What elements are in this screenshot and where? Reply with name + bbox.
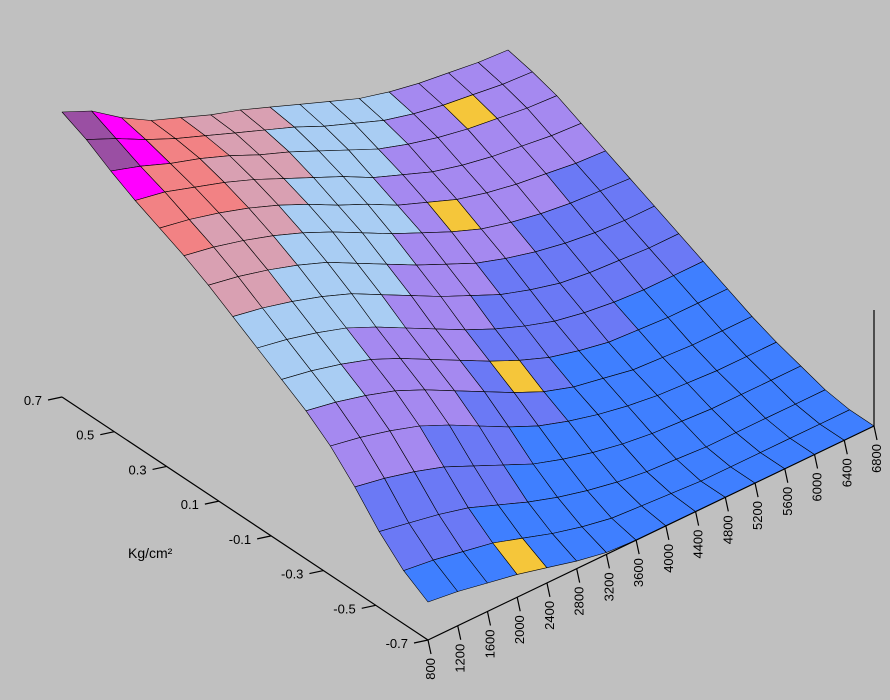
z-tick-mark bbox=[361, 604, 376, 609]
x-tick-mark bbox=[873, 425, 878, 441]
x-tick-label: 6000 bbox=[810, 473, 825, 502]
x-tick-label: 2800 bbox=[572, 587, 587, 616]
z-axis-ticks: 0.7 0.5 0.3 0.1 -0.1 -0.3 -0.5 -0.7 bbox=[24, 393, 429, 651]
x-tick-label: 2000 bbox=[512, 615, 527, 644]
z-tick-label: -0.3 bbox=[281, 567, 303, 582]
x-tick-label: 5200 bbox=[750, 501, 765, 530]
x-tick-label: 6800 bbox=[869, 444, 884, 473]
z-tick-label: 0.5 bbox=[76, 428, 94, 443]
x-tick-mark bbox=[427, 639, 432, 655]
x-tick-label: 4800 bbox=[720, 515, 735, 544]
x-tick-mark bbox=[754, 482, 759, 498]
x-tick-label: 800 bbox=[423, 658, 438, 680]
x-tick-label: 6400 bbox=[839, 458, 854, 487]
z-tick-label: 0.1 bbox=[181, 497, 199, 512]
z-tick-label: -0.1 bbox=[229, 532, 251, 547]
x-tick-mark bbox=[843, 440, 848, 455]
axes bbox=[61, 310, 875, 641]
x-tick-mark bbox=[546, 582, 551, 598]
x-tick-mark bbox=[457, 625, 462, 640]
x-tick-label: 5600 bbox=[780, 487, 795, 516]
z-tick-mark bbox=[47, 396, 63, 401]
x-tick-mark bbox=[813, 454, 819, 469]
z-tick-label: 0.7 bbox=[24, 393, 42, 408]
x-tick-label: 1200 bbox=[453, 644, 468, 673]
z-tick-mark bbox=[152, 465, 167, 471]
z-tick-label: -0.5 bbox=[333, 601, 355, 616]
z-tick-mark bbox=[100, 431, 115, 436]
x-tick-label: 4000 bbox=[661, 544, 676, 573]
z-axis-line bbox=[61, 396, 429, 641]
x-tick-mark bbox=[724, 497, 729, 512]
x-tick-mark bbox=[784, 468, 789, 483]
x-tick-mark bbox=[516, 597, 521, 612]
x-tick-label: 3600 bbox=[631, 558, 646, 587]
x-tick-label: 4400 bbox=[691, 530, 706, 559]
z-tick-label: -0.7 bbox=[386, 636, 408, 651]
x-tick-label: 2400 bbox=[542, 601, 557, 630]
x-tick-mark bbox=[605, 554, 610, 569]
z-tick-mark bbox=[204, 500, 219, 505]
x-tick-mark bbox=[486, 611, 492, 626]
z-axis-title: Kg/cm² bbox=[128, 545, 173, 561]
z-tick-label: 0.3 bbox=[128, 462, 146, 477]
surface-mesh bbox=[61, 49, 875, 603]
z-tick-mark bbox=[257, 535, 272, 540]
x-axis-line bbox=[427, 425, 875, 641]
x-tick-mark bbox=[635, 540, 640, 555]
x-tick-mark bbox=[665, 525, 670, 540]
x-tick-mark bbox=[576, 568, 581, 583]
x-tick-label: 1600 bbox=[482, 629, 497, 658]
x-tick-mark bbox=[695, 511, 700, 526]
z-tick-mark bbox=[413, 639, 429, 644]
x-tick-label: 3200 bbox=[601, 572, 616, 601]
x-axis-ticks: 800 1200 1600 2000 2400 2800 3200 3600 4000 4400 4… bbox=[423, 425, 884, 680]
z-tick-mark bbox=[309, 569, 324, 575]
